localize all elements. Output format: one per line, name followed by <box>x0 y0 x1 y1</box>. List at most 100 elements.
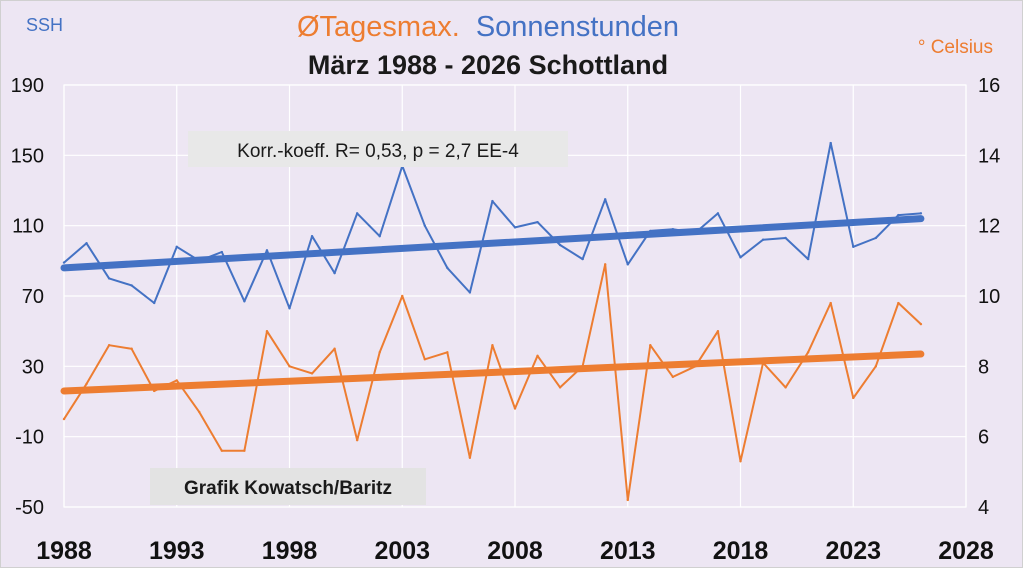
temperature-point <box>265 329 269 333</box>
x-tick-label: 2023 <box>825 537 881 565</box>
y-right-tick-label: 6 <box>978 427 989 449</box>
temperature-point <box>716 329 720 333</box>
temperature-point <box>536 354 539 357</box>
chart-title: ØTagesmax. Sonnenstunden <box>297 11 679 43</box>
sunshine-point <box>874 236 877 240</box>
sunshine-point <box>536 220 539 224</box>
sunshine-point <box>806 257 810 261</box>
y-left-tick-label: 150 <box>11 145 44 167</box>
x-tick-label: 1993 <box>149 537 205 565</box>
temperature-point <box>107 344 111 347</box>
y-right-tick-label: 16 <box>978 75 1000 97</box>
temperature-point <box>852 396 855 400</box>
y-left-tick-label: 110 <box>12 216 44 238</box>
y-right-tick-label: 8 <box>978 356 989 378</box>
left-axis-unit: SSH <box>26 15 63 35</box>
temperature-point <box>468 456 472 459</box>
temperature-point <box>806 351 810 354</box>
correlation-annotation: Korr.-koeff. R= 0,53, p = 2,7 EE-4 <box>188 131 568 167</box>
temperature-point <box>378 351 381 354</box>
x-tick-label: 2008 <box>487 537 543 565</box>
temperature-point <box>130 347 133 350</box>
sunshine-point <box>897 213 900 217</box>
y-right-tick-label: 12 <box>978 216 1000 238</box>
y-right-tick-label: 4 <box>978 497 989 519</box>
x-tick-label: 2028 <box>938 537 994 565</box>
sunshine-point <box>243 300 246 303</box>
temperature-point <box>310 372 314 375</box>
trend-lines <box>60 215 925 395</box>
temperature-point <box>85 382 88 386</box>
sunshine-point <box>288 307 291 310</box>
temperature-point <box>288 365 291 368</box>
title-temp: ØTagesmax. <box>297 11 460 43</box>
temperature-point <box>558 386 562 389</box>
sunshine-point <box>107 277 111 280</box>
temperature-point <box>423 358 426 361</box>
sunshine-point <box>423 224 426 227</box>
temperature-point <box>198 410 201 414</box>
x-tick-label: 2018 <box>713 537 769 565</box>
series-lines <box>62 141 923 502</box>
right-axis-unit: ° Celsius <box>918 37 993 58</box>
temperature-point <box>829 301 832 305</box>
x-tick-label: 2003 <box>374 537 430 565</box>
sunshine-point <box>626 263 629 266</box>
temperature-point <box>739 460 742 463</box>
temperature-point <box>649 344 652 347</box>
credit-text: Grafik Kowatsch/Baritz <box>184 478 392 499</box>
x-tick-label: 1998 <box>262 537 318 565</box>
sunshine-point <box>175 245 178 248</box>
y-right-tick-label: 10 <box>978 286 1000 308</box>
sunshine-point <box>446 266 449 270</box>
sunshine-point <box>919 212 923 215</box>
sunshine-point <box>581 257 584 261</box>
temperature-point <box>491 344 494 347</box>
temperature-point <box>62 417 66 421</box>
y-left-tick-label: -10 <box>15 427 44 449</box>
temperature-point <box>243 449 246 452</box>
credit-box <box>150 468 426 505</box>
temperature-point <box>919 322 923 326</box>
sunshine-point <box>220 250 224 254</box>
temperature-point <box>671 375 675 379</box>
temperature-point <box>874 365 877 368</box>
sunshine-point <box>130 284 133 287</box>
temperature-point <box>401 294 404 298</box>
y-left-tick-label: 190 <box>11 75 44 97</box>
sunshine-point <box>468 291 472 294</box>
temperature-point <box>333 347 336 350</box>
plot-border <box>63 84 967 508</box>
chart-subtitle: März 1988 - 2026 Schottland <box>308 50 668 80</box>
y-right-tick-label: 14 <box>978 145 1000 167</box>
sunshine-point <box>784 236 787 240</box>
sunshine-point <box>85 242 88 245</box>
correlation-text: Korr.-koeff. R= 0,53, p = 2,7 EE-4 <box>237 141 519 162</box>
sunshine-point <box>852 245 855 248</box>
temperature-point <box>355 438 359 442</box>
y-left-tick-label: 70 <box>22 286 44 308</box>
sunshine-point <box>355 212 359 215</box>
sunshine-point <box>265 249 269 252</box>
y-left-tick-label: 30 <box>22 356 44 378</box>
sunshine-point <box>378 235 381 238</box>
temperature-trend-line <box>60 350 925 395</box>
title-sun: Sonnenstunden <box>476 11 679 43</box>
sunshine-point <box>604 198 607 201</box>
temperature-point <box>446 351 449 354</box>
sunshine-point <box>333 271 336 275</box>
sunshine-point <box>829 141 832 145</box>
sunshine-point <box>153 301 156 305</box>
temperature-point <box>513 407 517 410</box>
credit-annotation: Grafik Kowatsch/Baritz <box>150 468 426 505</box>
temperature-point <box>626 498 629 502</box>
x-tick-label: 2013 <box>600 537 656 565</box>
correlation-box <box>188 131 568 167</box>
sunshine-point <box>513 226 517 229</box>
sunshine-point <box>761 238 765 241</box>
sunshine-point <box>558 243 562 247</box>
temperature-point <box>784 386 787 389</box>
y-left-tick-label: -50 <box>15 497 44 519</box>
sunshine-point <box>739 256 742 259</box>
sunshine-point <box>310 235 314 238</box>
